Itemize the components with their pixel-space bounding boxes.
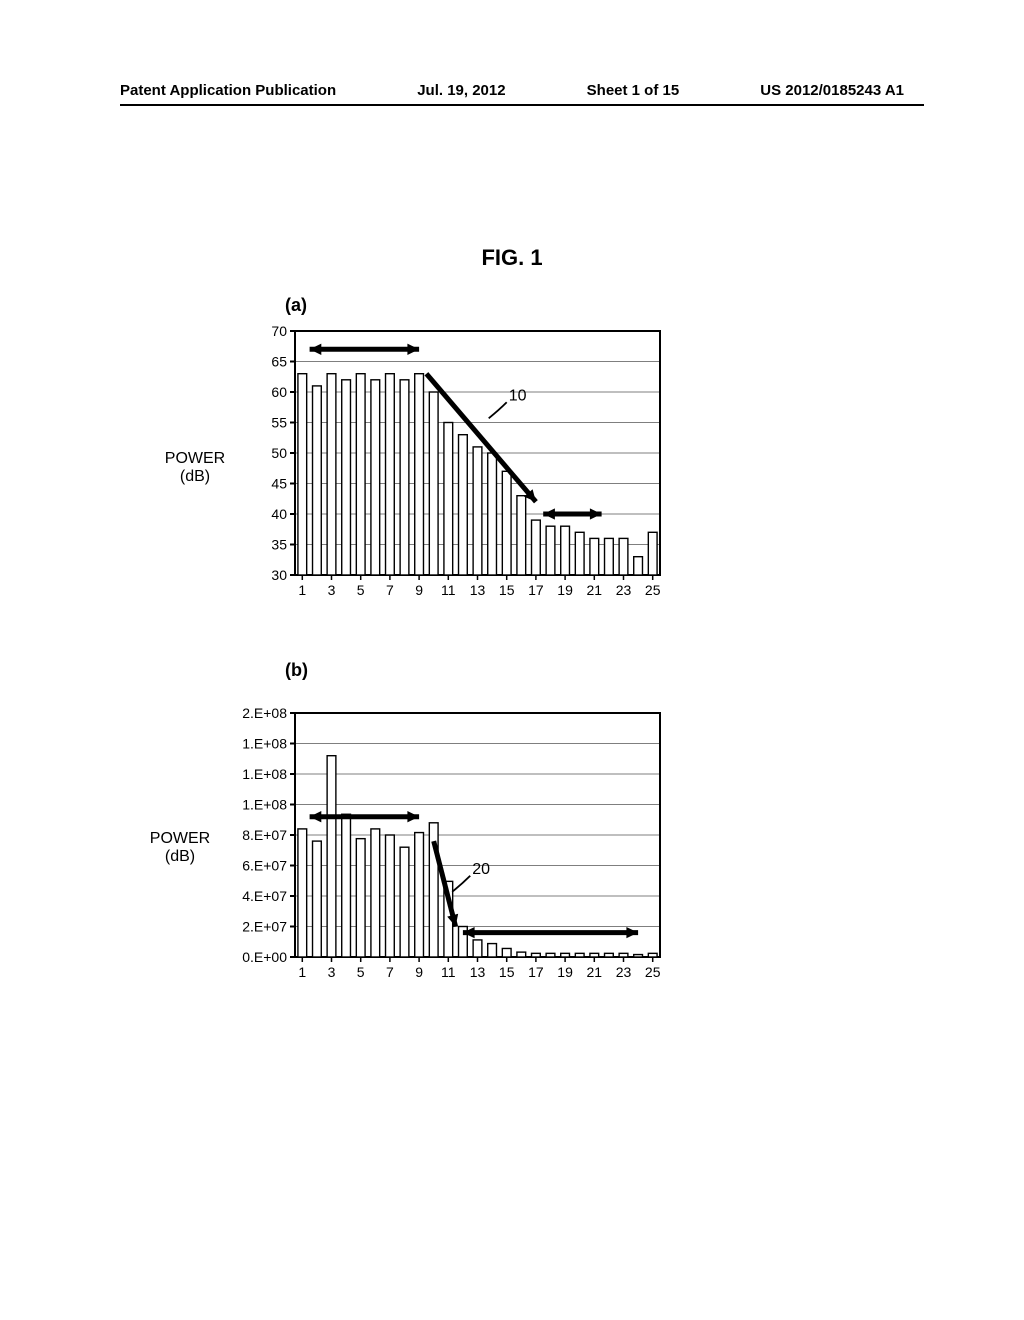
svg-text:5: 5	[357, 964, 365, 980]
svg-text:17: 17	[528, 964, 544, 980]
svg-text:11: 11	[441, 964, 456, 980]
svg-text:30: 30	[271, 567, 287, 583]
svg-text:3: 3	[328, 582, 336, 598]
svg-text:11: 11	[441, 582, 456, 598]
svg-text:6.E+07: 6.E+07	[242, 858, 287, 874]
svg-text:9: 9	[415, 582, 423, 598]
svg-text:21: 21	[587, 964, 603, 980]
header-rule	[120, 104, 924, 106]
svg-text:9: 9	[415, 964, 423, 980]
svg-text:25: 25	[645, 582, 661, 598]
svg-text:25: 25	[645, 964, 661, 980]
svg-text:0.E+00: 0.E+00	[242, 949, 287, 965]
svg-text:60: 60	[271, 384, 287, 400]
chart-a-svg: 3035404550556065701357911131517192123251…	[240, 323, 670, 603]
header-right: US 2012/0185243 A1	[760, 82, 904, 99]
svg-text:35: 35	[271, 537, 287, 553]
figure-title: FIG. 1	[0, 245, 1024, 271]
svg-text:5: 5	[357, 582, 365, 598]
svg-text:13: 13	[470, 964, 486, 980]
svg-text:55: 55	[271, 415, 287, 431]
chart-a: (a) POWER (dB) 3035404550556065701357911…	[240, 295, 670, 603]
svg-text:1: 1	[298, 964, 306, 980]
svg-text:40: 40	[271, 506, 287, 522]
chart-a-ylabel: POWER (dB)	[155, 450, 235, 485]
svg-text:2.E+08: 2.E+08	[242, 705, 287, 721]
svg-text:1.E+08: 1.E+08	[242, 766, 287, 782]
svg-text:7: 7	[386, 582, 394, 598]
svg-text:20: 20	[472, 861, 490, 878]
svg-text:8.E+07: 8.E+07	[242, 827, 287, 843]
svg-text:15: 15	[499, 582, 515, 598]
chart-a-label: (a)	[285, 295, 307, 316]
svg-text:65: 65	[271, 354, 287, 370]
svg-text:1.E+08: 1.E+08	[242, 736, 287, 752]
svg-text:23: 23	[616, 582, 632, 598]
svg-text:3: 3	[328, 964, 336, 980]
header-left: Patent Application Publication	[120, 82, 336, 99]
svg-text:15: 15	[499, 964, 515, 980]
chart-b-svg: 0.E+00 2.E+07 4.E+07 6.E+07 8.E+07 1.E+08 1.E+…	[240, 705, 670, 985]
svg-text:17: 17	[528, 582, 544, 598]
chart-b-ylabel: POWER (dB)	[140, 830, 220, 865]
svg-text:10: 10	[509, 387, 527, 404]
header-center-right: Sheet 1 of 15	[587, 82, 680, 99]
page-header: Patent Application Publication Jul. 19, …	[0, 82, 1024, 99]
svg-text:2.E+07: 2.E+07	[242, 919, 287, 935]
svg-text:13: 13	[470, 582, 486, 598]
svg-text:45: 45	[271, 476, 287, 492]
svg-text:50: 50	[271, 445, 287, 461]
svg-text:23: 23	[616, 964, 632, 980]
svg-text:1.E+08: 1.E+08	[242, 797, 287, 813]
svg-text:7: 7	[386, 964, 394, 980]
chart-b-label: (b)	[285, 660, 308, 681]
svg-text:70: 70	[271, 323, 287, 339]
svg-text:19: 19	[557, 964, 573, 980]
svg-text:19: 19	[557, 582, 573, 598]
header-center-left: Jul. 19, 2012	[417, 82, 505, 99]
svg-text:21: 21	[587, 582, 603, 598]
svg-text:4.E+07: 4.E+07	[242, 888, 287, 904]
chart-b: (b) POWER (dB) 0.E+002.E+074.E+076.E+078…	[240, 660, 670, 985]
svg-text:1: 1	[298, 582, 306, 598]
